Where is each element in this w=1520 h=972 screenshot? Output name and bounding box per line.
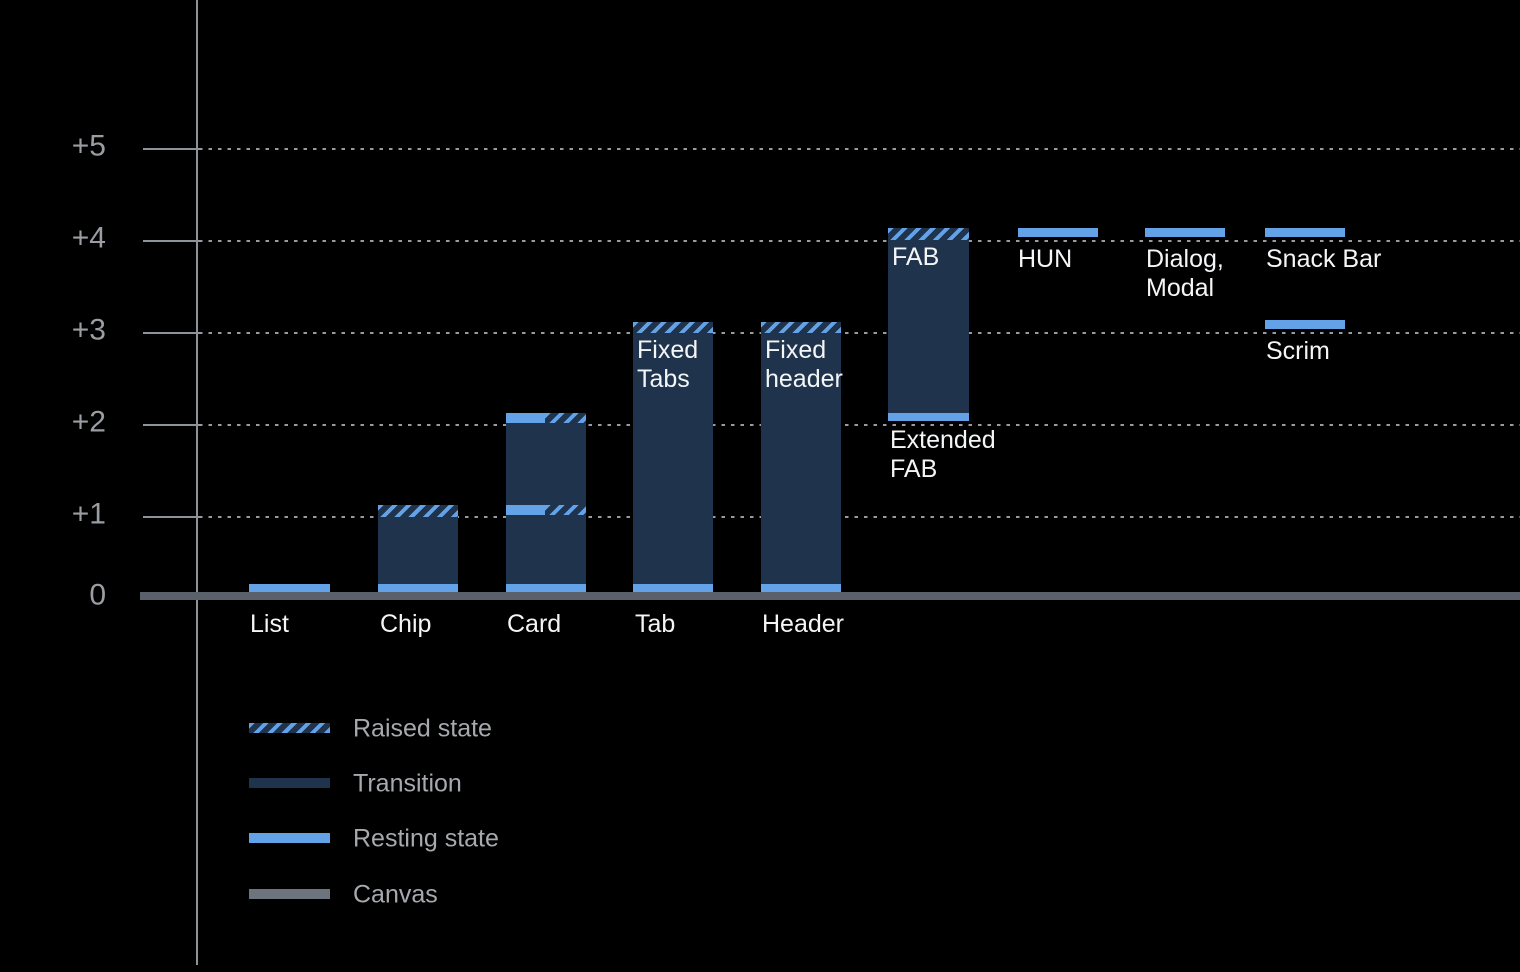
bar-header-seg-hatch	[761, 322, 841, 333]
legend-swatch-raised-state	[249, 723, 330, 733]
label-fixed-header: Fixed header	[765, 336, 843, 394]
y-tick-label-+1: +1	[71, 497, 106, 531]
label-snack-bar-line-1: Snack Bar	[1266, 245, 1382, 273]
y-tick-label-+3: +3	[71, 313, 106, 347]
bar-header-seg-navy	[761, 333, 841, 584]
bar-chip-seg-blue	[378, 584, 458, 592]
bar-card-seg-blue	[506, 584, 586, 592]
y-tick-label-+2: +2	[71, 405, 106, 439]
label-fixed-header-line-1: Fixed	[765, 336, 827, 364]
label-extended-fab: Extended FAB	[890, 426, 996, 484]
label-list: List	[250, 610, 289, 639]
bar-card-seg-navy	[506, 423, 586, 505]
label-tab: Tab	[635, 610, 675, 639]
label-fab: FAB	[892, 243, 939, 272]
label-scrim-line-1: Scrim	[1266, 337, 1330, 365]
legend-swatch-transition	[249, 778, 330, 788]
label-snack-bar: Snack Bar	[1266, 245, 1381, 274]
bar-fab-seg-navy	[888, 240, 969, 413]
label-fixed-tabs-line-1: Fixed	[637, 336, 699, 364]
label-scrim: Scrim	[1266, 337, 1330, 366]
y-tick-label-+5: +5	[71, 129, 106, 163]
bar-card-seg-blue	[506, 413, 545, 423]
label-chip: Chip	[380, 610, 431, 639]
y-tick-mark-+4	[143, 240, 199, 242]
y-tick-mark-+5	[143, 148, 199, 150]
legend-swatch-canvas	[249, 889, 330, 899]
legend-label-resting-state: Resting state	[353, 824, 499, 853]
bar-chip-seg-hatch	[378, 505, 458, 517]
bar-card-seg-hatch	[545, 505, 586, 515]
bar-card-seg-blue	[506, 505, 545, 515]
label-hun: HUN	[1018, 245, 1072, 274]
label-header-line-1: Header	[762, 610, 844, 638]
legend-label-raised-state: Raised state	[353, 714, 492, 743]
gridline-+5	[199, 148, 1520, 150]
y-tick-mark-+1	[143, 516, 199, 518]
label-dialog-modal-line-2: Modal	[1146, 274, 1215, 302]
label-header: Header	[762, 610, 844, 639]
bar-tab-seg-hatch	[633, 322, 713, 333]
y-tick-mark-+3	[143, 332, 199, 334]
legend-label-canvas: Canvas	[353, 880, 438, 909]
y-axis-line	[196, 0, 198, 965]
label-card-line-1: Card	[507, 610, 562, 638]
bar-card-seg-navy	[506, 515, 586, 584]
label-chip-line-1: Chip	[380, 610, 432, 638]
y-tick-label-0: 0	[89, 578, 106, 612]
label-list-line-1: List	[250, 610, 289, 638]
bar-hun-seg-blue	[1018, 228, 1098, 237]
legend-label-transition: Transition	[353, 769, 462, 798]
y-tick-mark-+2	[143, 424, 199, 426]
bar-scrim-seg-blue	[1265, 320, 1345, 329]
bar-fab-seg-blue	[888, 413, 969, 421]
label-dialog-modal-line-1: Dialog,	[1146, 245, 1224, 273]
bar-list-seg-blue	[249, 584, 330, 592]
label-tab-line-1: Tab	[635, 610, 676, 638]
label-fixed-tabs-line-2: Tabs	[637, 365, 690, 393]
bar-dialog-modal-seg-blue	[1145, 228, 1225, 237]
gridline-+1	[199, 516, 1520, 518]
label-extended-fab-line-2: FAB	[890, 455, 938, 483]
label-card: Card	[507, 610, 561, 639]
bar-snack-bar-seg-blue	[1265, 228, 1345, 237]
bar-card-seg-hatch	[545, 413, 586, 423]
label-fab-line-1: FAB	[892, 243, 940, 271]
gridline-+3	[199, 332, 1520, 334]
label-fixed-tabs: Fixed Tabs	[637, 336, 698, 394]
bar-tab-seg-navy	[633, 333, 713, 584]
gridline-+2	[199, 424, 1520, 426]
canvas-baseline	[140, 592, 1520, 600]
y-tick-label-+4: +4	[71, 221, 106, 255]
label-hun-line-1: HUN	[1018, 245, 1073, 273]
legend-swatch-resting-state	[249, 833, 330, 843]
bar-header-seg-blue	[761, 584, 841, 592]
bar-tab-seg-blue	[633, 584, 713, 592]
gridline-+4	[199, 240, 1520, 242]
label-dialog-modal: Dialog, Modal	[1146, 245, 1224, 303]
bar-chip-seg-navy	[378, 517, 458, 584]
label-extended-fab-line-1: Extended	[890, 426, 996, 454]
bar-fab-seg-hatch	[888, 228, 969, 240]
label-fixed-header-line-2: header	[765, 365, 843, 393]
